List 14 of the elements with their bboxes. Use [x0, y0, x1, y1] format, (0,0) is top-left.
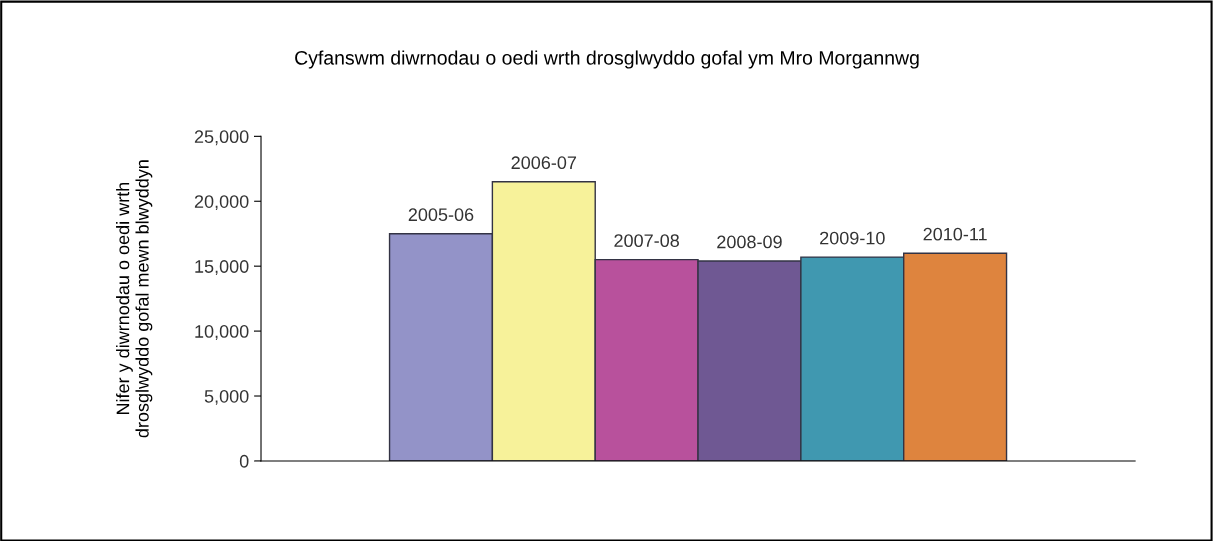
x-tick-label: 2009-10 [820, 231, 885, 245]
y-axis-title: Nifer y diwrnodau o oedi wrth drosglwyddo gofal mewn blwyddyn [116, 160, 153, 438]
x-tick-label: 2006-07 [511, 156, 577, 170]
y-tick-label: 10,000 [195, 325, 249, 340]
y-tick-label: 5,000 [204, 389, 249, 405]
y-tick-label: 20,000 [194, 195, 249, 211]
x-tick-label: 2008-09 [717, 235, 782, 249]
y-tick-label: 0 [239, 454, 249, 468]
x-tick-label: 2007-08 [614, 234, 679, 248]
y-tick-label: 15,000 [195, 260, 249, 276]
x-tick-label: 2010-11 [923, 227, 987, 241]
y-tick-label: 25,000 [194, 130, 249, 146]
x-tick-label: 2005-06 [408, 208, 474, 222]
chart-title: Cyfanswm diwrnodau o oedi wrth drosglwyddo gofal ym Mro Morgannwg [295, 50, 919, 69]
